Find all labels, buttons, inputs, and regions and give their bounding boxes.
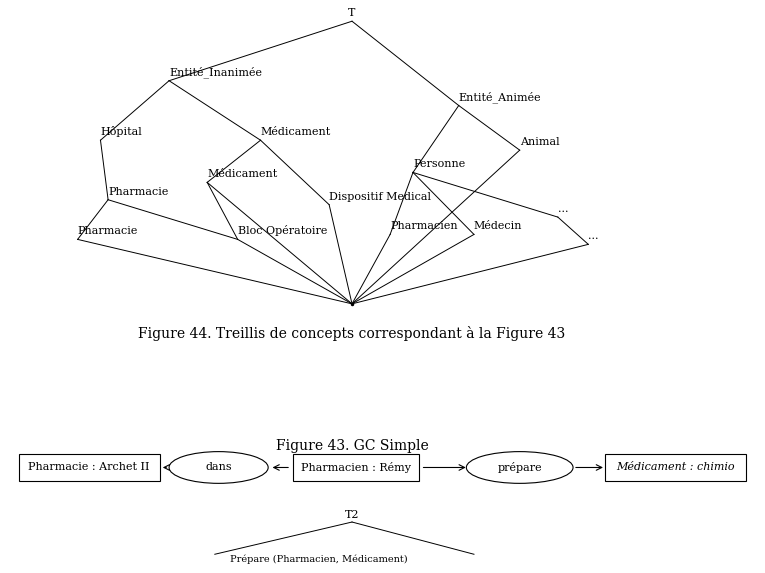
Ellipse shape <box>467 452 573 484</box>
Text: Animal: Animal <box>519 137 559 147</box>
Text: prépare: prépare <box>497 462 542 473</box>
Text: ...: ... <box>558 204 568 214</box>
Text: Pharmacie: Pharmacie <box>108 187 168 197</box>
Bar <box>293 454 418 481</box>
Bar <box>18 454 160 481</box>
Text: Médicament: Médicament <box>207 170 278 179</box>
Text: Médicament : chimio: Médicament : chimio <box>617 462 735 473</box>
Bar <box>605 454 747 481</box>
Text: dans: dans <box>205 462 232 473</box>
Text: Pharmacie: Pharmacie <box>77 226 138 237</box>
Text: T2: T2 <box>345 509 360 520</box>
Text: Entité_Inanimée: Entité_Inanimée <box>169 66 262 78</box>
Text: T: T <box>348 8 356 18</box>
Text: Hôpital: Hôpital <box>100 126 142 138</box>
Text: Prépare (Pharmacien, Médicament): Prépare (Pharmacien, Médicament) <box>230 554 408 564</box>
Text: Dispositif Medical: Dispositif Medical <box>329 192 431 202</box>
Text: Médicament: Médicament <box>261 127 330 138</box>
Text: Médecin: Médecin <box>474 221 522 231</box>
Text: Pharmacien: Pharmacien <box>390 221 457 231</box>
Text: Pharmacie : Archet II: Pharmacie : Archet II <box>28 462 150 473</box>
Text: ...: ... <box>588 231 599 241</box>
Text: Figure 44. Treillis de concepts correspondant à la Figure 43: Figure 44. Treillis de concepts correspo… <box>138 326 565 341</box>
Ellipse shape <box>169 452 269 484</box>
Text: Entité_Animée: Entité_Animée <box>459 91 542 103</box>
Text: Bloc Opératoire: Bloc Opératoire <box>238 225 327 237</box>
Text: Personne: Personne <box>413 159 465 170</box>
Text: Pharmacien : Rémy: Pharmacien : Rémy <box>301 462 411 473</box>
Text: Figure 43. GC Simple: Figure 43. GC Simple <box>275 439 428 453</box>
